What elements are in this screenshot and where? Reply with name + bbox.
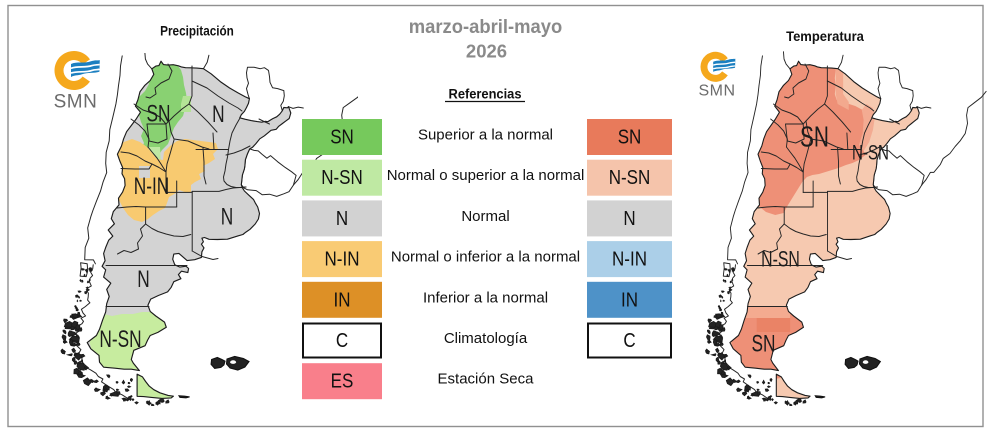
svg-text:SMN: SMN [54,92,98,113]
svg-text:Temperatura: Temperatura [786,29,864,45]
svg-text:N: N [623,206,635,229]
svg-text:Precipitación: Precipitación [160,24,234,39]
svg-text:N: N [212,101,224,127]
svg-text:Superior a la normal: Superior a la normal [418,127,553,144]
svg-text:SN: SN [800,121,829,153]
svg-text:Inferior a la normal: Inferior a la normal [423,289,548,306]
svg-text:N-SN: N-SN [99,326,141,352]
svg-text:N: N [221,204,233,230]
svg-text:SN: SN [330,125,354,148]
svg-text:IN: IN [621,288,638,311]
svg-text:Normal: Normal [461,208,509,225]
svg-text:C: C [336,329,348,352]
svg-text:N-IN: N-IN [325,247,360,270]
svg-text:N-SN: N-SN [761,248,800,272]
svg-text:N-IN: N-IN [134,173,170,199]
svg-text:C: C [623,329,635,352]
svg-text:Referencias: Referencias [449,86,522,102]
svg-text:Normal o superior a la normal: Normal o superior a la normal [387,167,585,184]
svg-text:Estación Seca: Estación Seca [438,371,535,388]
svg-text:N-SN: N-SN [321,166,363,189]
svg-text:N-SN: N-SN [609,166,651,189]
svg-text:Normal o inferior a la normal: Normal o inferior a la normal [391,249,580,266]
svg-text:IN: IN [333,288,350,311]
svg-text:SMN: SMN [698,82,735,99]
svg-text:N: N [336,206,348,229]
svg-text:N-SN: N-SN [852,140,889,164]
svg-text:Climatología: Climatología [444,330,528,347]
svg-text:N-IN: N-IN [612,247,647,270]
svg-text:SN: SN [751,331,775,357]
svg-text:SN: SN [146,101,170,127]
svg-text:ES: ES [331,369,354,392]
svg-text:SN: SN [618,125,642,148]
svg-text:2026: 2026 [466,41,507,62]
svg-text:marzo-abril-mayo: marzo-abril-mayo [409,16,563,37]
svg-text:N: N [137,266,149,292]
